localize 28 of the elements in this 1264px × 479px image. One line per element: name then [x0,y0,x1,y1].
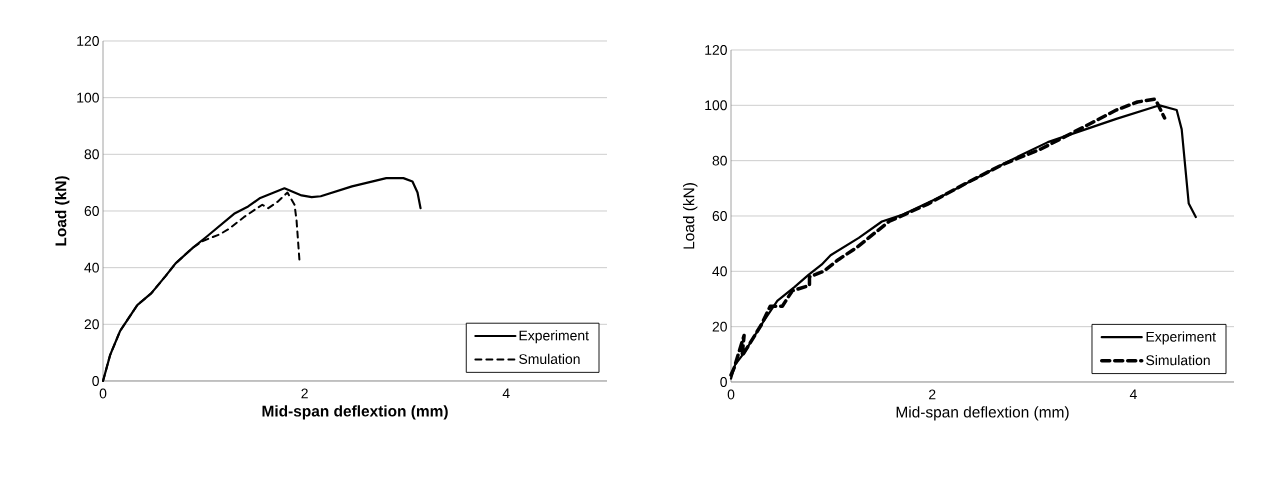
x-axis-title: Mid-span deflextion (mm) [262,405,448,420]
y-tick-label: 80 [84,149,99,160]
y-tick-label: 0 [92,376,99,386]
x-axis-title: Mid-span deflextion (mm) [896,406,1069,421]
x-tick-label: 4 [1129,389,1137,400]
legend-label: Simulation [1146,354,1210,366]
y-tick-label: 40 [712,266,727,277]
y-axis-title: Load (kN) [683,183,698,249]
y-tick-label: 60 [84,206,99,216]
y-axis-title: Load (kN) [54,176,70,246]
y-tick-label: 40 [84,262,99,273]
y-tick-label: 100 [705,100,727,111]
y-tick-label: 20 [84,319,99,330]
y-tick-label: 0 [720,377,727,387]
y-tick-label: 20 [712,321,727,332]
y-tick-label: 100 [77,92,99,103]
legend-label: Experiment [1146,331,1216,345]
y-tick-label: 80 [712,155,727,166]
x-tick-label: 0 [727,389,735,400]
x-tick-label: 2 [301,388,308,399]
legend-label: Smulation [519,353,580,365]
x-tick-label: 0 [99,388,107,399]
y-tick-label: 120 [77,36,99,46]
y-tick-label: 60 [712,211,727,221]
legend-label: Experiment [519,330,589,344]
y-tick-label: 120 [705,45,727,55]
x-tick-label: 4 [502,388,510,399]
x-tick-label: 2 [929,389,936,400]
